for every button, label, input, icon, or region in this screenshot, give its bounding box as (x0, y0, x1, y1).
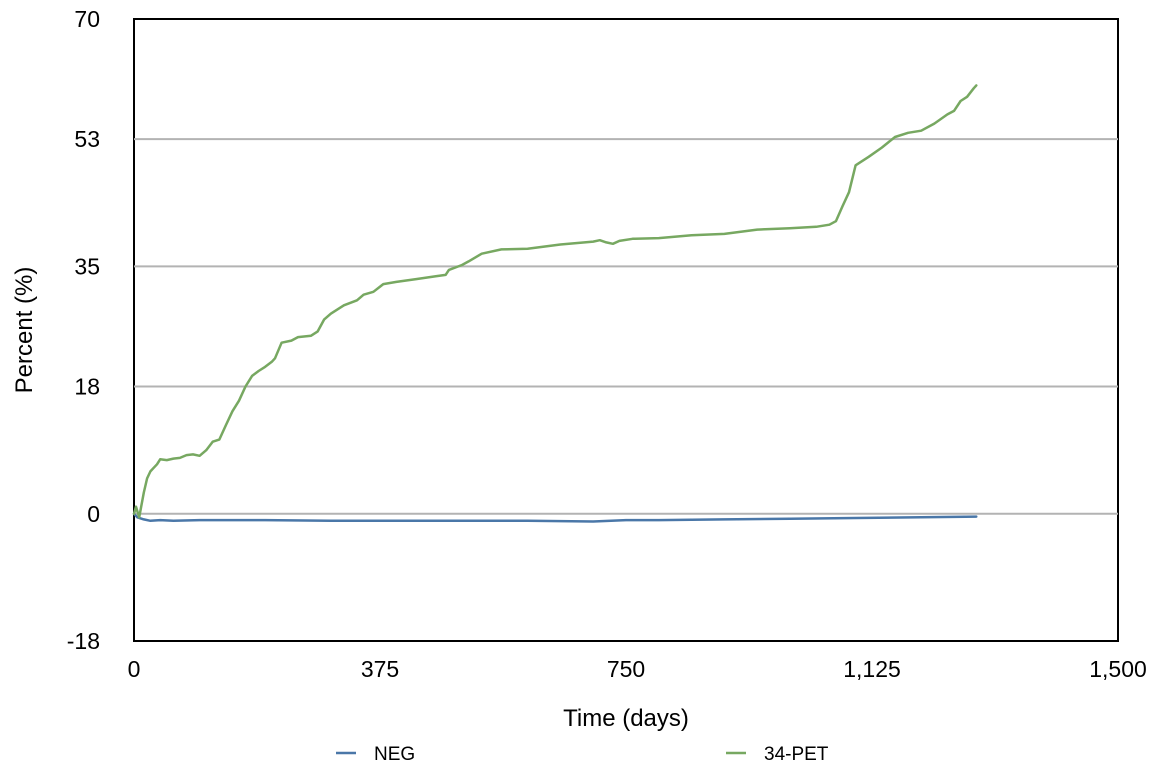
legend-label: 34-PET (764, 744, 829, 764)
y-tick-label: 53 (74, 126, 100, 152)
y-tick-labels: -18 0 18 35 53 70 (67, 6, 100, 654)
series-line-neg (132, 512, 978, 523)
y-tick-label: 18 (74, 374, 100, 400)
x-tick-label: 1,125 (843, 656, 901, 682)
series-layer (132, 84, 978, 523)
x-tick-label: 0 (128, 656, 141, 682)
x-tick-label: 750 (607, 656, 645, 682)
plot-frame (133, 18, 1119, 642)
x-axis-title: Time (days) (563, 705, 689, 732)
legend: NEG 34-PET (336, 744, 829, 764)
y-tick-label: 70 (74, 6, 100, 32)
x-tick-labels: 0 375 750 1,125 1,500 (128, 656, 1147, 682)
legend-item-neg: NEG (336, 744, 415, 764)
y-tick-label: 35 (74, 253, 100, 279)
legend-item-34-pet: 34-PET (726, 744, 829, 764)
grid-layer (134, 138, 1118, 515)
y-tick-label: 0 (87, 501, 100, 527)
plot-area (133, 18, 1119, 642)
series-line-34-pet (132, 84, 978, 519)
y-axis-title: Percent (%) (11, 267, 38, 394)
legend-label: NEG (374, 744, 415, 764)
x-tick-label: 1,500 (1089, 656, 1147, 682)
y-tick-label: -18 (67, 628, 100, 654)
x-tick-label: 375 (361, 656, 399, 682)
